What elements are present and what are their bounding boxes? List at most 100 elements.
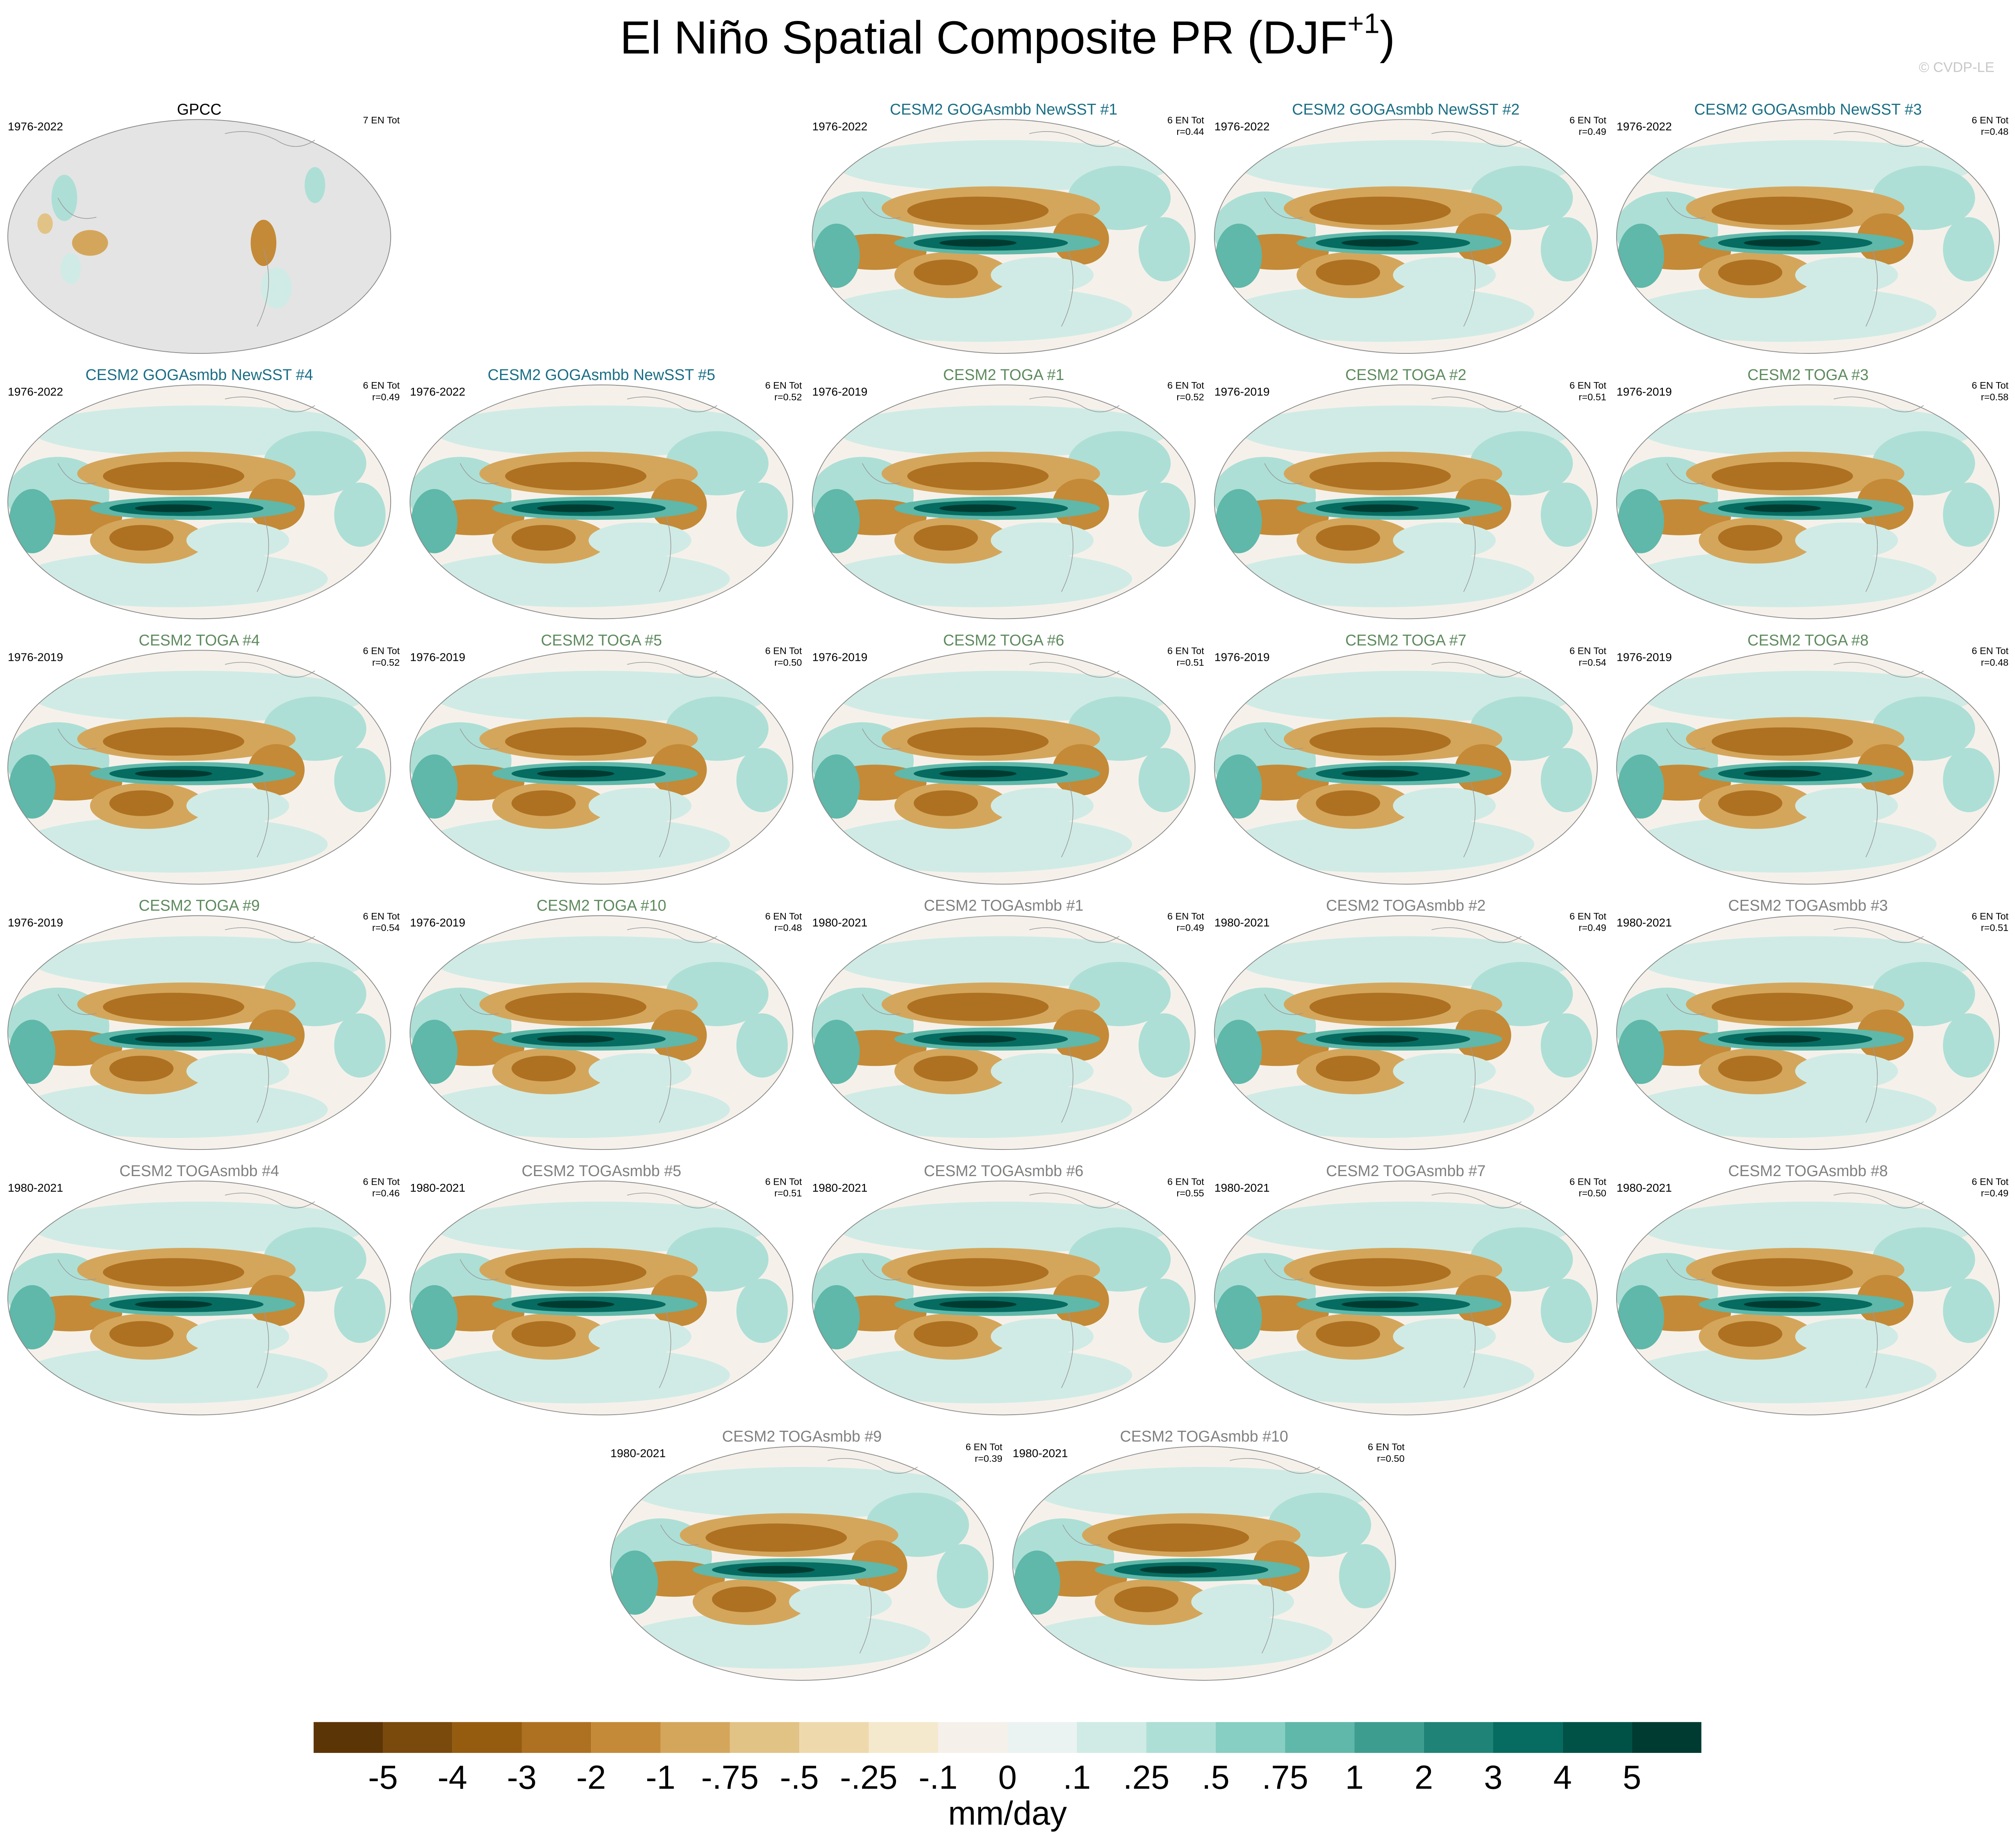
map xyxy=(1214,385,1597,619)
precip-patch xyxy=(991,522,1094,559)
coastline xyxy=(862,1193,1120,1388)
precip-patch xyxy=(109,790,174,816)
precip-patch xyxy=(736,748,788,812)
precip-patch xyxy=(813,1020,860,1084)
precip-patch xyxy=(421,551,730,608)
precip-patch xyxy=(1628,1347,1937,1404)
map-panel: CESM2 GOGAsmbb NewSST #2 1976-2022 6 EN To… xyxy=(1214,101,1606,354)
coastline xyxy=(1666,131,1924,327)
precip-patch xyxy=(421,816,730,873)
coastline xyxy=(1264,131,1522,327)
map xyxy=(812,915,1195,1150)
precip-patch xyxy=(19,1347,328,1404)
precip-patch xyxy=(914,790,978,816)
panel-years: 1976-2019 xyxy=(812,651,867,664)
precip-patch xyxy=(1618,1285,1664,1350)
map-outline xyxy=(409,650,794,885)
precip-patch xyxy=(823,816,1133,873)
precip-patch xyxy=(537,769,614,778)
precip-patch xyxy=(305,167,325,203)
map-outline xyxy=(812,650,1196,885)
panel-count: 6 EN Tot xyxy=(1972,911,2008,922)
panel-correlation: r=0.58 xyxy=(1981,391,2008,402)
precip-patch xyxy=(1718,259,1783,285)
precip-patch xyxy=(1711,992,1853,1021)
precip-patch xyxy=(1215,223,1262,288)
coastline xyxy=(1666,1193,1924,1388)
coastline xyxy=(57,927,315,1123)
precip-patch xyxy=(537,1300,614,1309)
map-panel: CESM2 TOGAsmbb #10 1980-2021 6 EN Totr=0.5… xyxy=(1012,1427,1405,1681)
coastline xyxy=(1666,662,1924,858)
colorbar-box xyxy=(869,1722,938,1753)
precip-patch xyxy=(51,175,77,221)
panel-years: 1980-2021 xyxy=(1013,1447,1068,1460)
map-outline xyxy=(7,119,391,354)
map xyxy=(1616,650,2000,884)
precip-patch xyxy=(411,1285,458,1350)
panel-correlation: r=0.49 xyxy=(1176,922,1204,933)
panel-years: 1976-2022 xyxy=(1617,120,1672,133)
panel-count: 6 EN Tot xyxy=(966,1442,1003,1452)
precip-patch xyxy=(907,727,1049,756)
panel-count: 6 EN Tot xyxy=(1167,115,1204,125)
precip-patch xyxy=(813,489,860,553)
precip-patch xyxy=(991,257,1094,293)
panel-years: 1980-2021 xyxy=(410,1181,465,1194)
coastline xyxy=(57,1193,315,1388)
map xyxy=(1616,915,2000,1150)
colorbar-label: 0 xyxy=(998,1759,1017,1796)
panel-title: CESM2 TOGA #9 xyxy=(139,897,259,914)
coastline xyxy=(862,927,1120,1123)
precip-patch xyxy=(1618,754,1664,819)
precip-patch xyxy=(937,1544,988,1609)
precip-patch xyxy=(589,1053,691,1089)
map-outline xyxy=(7,384,391,619)
precip-patch xyxy=(1618,489,1664,553)
precip-patch xyxy=(991,1318,1094,1355)
map-outline xyxy=(1214,915,1598,1150)
panel-years: 1980-2021 xyxy=(1617,916,1672,929)
map xyxy=(8,119,391,354)
precip-patch xyxy=(1138,748,1190,812)
precip-patch xyxy=(914,1056,978,1082)
panel-years: 1976-2019 xyxy=(410,651,465,664)
panel-title: CESM2 TOGAsmbb #3 xyxy=(1728,897,1888,914)
precip-patch xyxy=(823,1347,1133,1404)
precip-patch xyxy=(1393,1053,1496,1089)
precip-patch xyxy=(1540,482,1592,547)
panel-count: 6 EN Tot xyxy=(1167,380,1204,391)
precip-patch xyxy=(823,1081,1133,1138)
precip-patch xyxy=(1309,196,1451,225)
precip-patch xyxy=(1943,1013,1995,1078)
colorbar-box xyxy=(1493,1722,1563,1753)
panel-years: 1976-2019 xyxy=(410,916,465,929)
precip-patch xyxy=(186,522,289,559)
coastline xyxy=(1264,662,1522,858)
coastline xyxy=(1062,1458,1320,1654)
coastline xyxy=(1264,927,1522,1123)
colorbar-label: -.5 xyxy=(780,1759,819,1796)
panel-count: 7 EN Tot xyxy=(363,115,400,125)
coastline xyxy=(862,396,1120,592)
panel-title: CESM2 TOGA #3 xyxy=(1747,366,1868,383)
colorbar-box xyxy=(1285,1722,1355,1753)
colorbar-label: -4 xyxy=(437,1759,467,1796)
panel-count: 6 EN Tot xyxy=(363,1176,400,1187)
precip-patch xyxy=(103,462,244,490)
panel-title: CESM2 TOGA #7 xyxy=(1345,631,1466,649)
panel-correlation: r=0.51 xyxy=(774,1188,802,1199)
precip-patch xyxy=(37,213,53,234)
map-outline xyxy=(812,915,1196,1150)
precip-patch xyxy=(907,196,1049,225)
precip-patch xyxy=(622,1612,930,1669)
map xyxy=(1214,650,1597,884)
map xyxy=(8,650,391,884)
map-outline xyxy=(409,915,794,1150)
precip-patch xyxy=(1226,551,1535,608)
precip-patch xyxy=(939,1035,1017,1043)
